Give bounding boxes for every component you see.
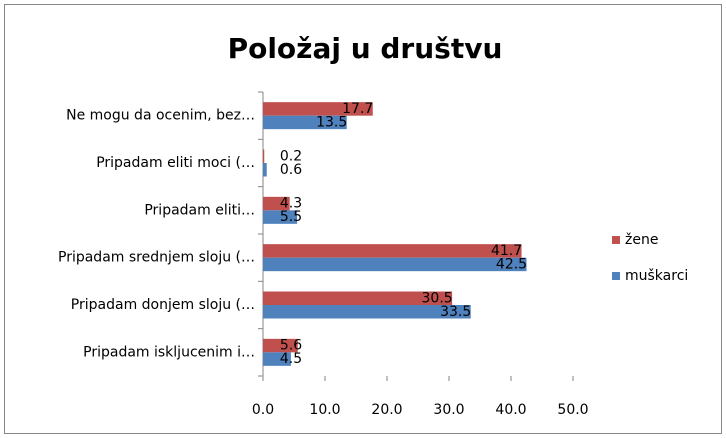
data-label: 4.5 [280, 351, 302, 367]
x-tick-label: 30.0 [433, 402, 464, 418]
bar [263, 257, 527, 272]
data-label: 0.2 [280, 148, 302, 164]
bar [263, 149, 265, 163]
bar [263, 115, 347, 130]
y-tick-label: Pripadam srednjem sloju (… [58, 250, 255, 266]
data-label: 5.5 [280, 209, 302, 225]
data-label: 30.5 [422, 290, 453, 306]
legend-swatch [612, 272, 620, 280]
chart-title: Položaj u društvu [228, 32, 503, 65]
data-label: 5.6 [280, 338, 302, 354]
legend-label: muškarci [625, 268, 688, 284]
bar [263, 244, 522, 258]
x-tick-label: 0.0 [252, 402, 274, 418]
data-label: 13.5 [316, 114, 347, 130]
y-tick-label: Pripadam eliti moci (… [96, 155, 255, 171]
data-label: 4.3 [280, 196, 302, 212]
bar [263, 338, 298, 353]
bar [263, 305, 471, 319]
x-tick-label: 20.0 [371, 402, 402, 418]
x-tick-label: 10.0 [309, 402, 340, 418]
x-tick-label: 40.0 [495, 402, 526, 418]
data-label: 33.5 [440, 304, 471, 320]
y-tick-label: Pripadam donjem sloju (… [71, 297, 255, 313]
bar [263, 102, 373, 116]
data-label: 17.7 [342, 101, 373, 117]
y-tick-label: Pripadam iskljucenim i… [83, 344, 255, 360]
data-label: 42.5 [496, 256, 527, 272]
data-label: 41.7 [491, 243, 522, 259]
x-tick-label: 50.0 [557, 402, 588, 418]
bar [263, 291, 453, 305]
chart-border [4, 4, 722, 434]
bar [263, 163, 267, 177]
bar [263, 196, 290, 211]
y-tick-label: Ne mogu da ocenim, bez… [66, 108, 255, 124]
y-tick-label: Pripadam eliti… [144, 202, 255, 218]
legend-swatch [612, 236, 620, 244]
bar [263, 352, 291, 366]
legend-label: žene [625, 232, 658, 248]
data-label: 0.6 [280, 162, 302, 178]
bar [263, 210, 298, 224]
